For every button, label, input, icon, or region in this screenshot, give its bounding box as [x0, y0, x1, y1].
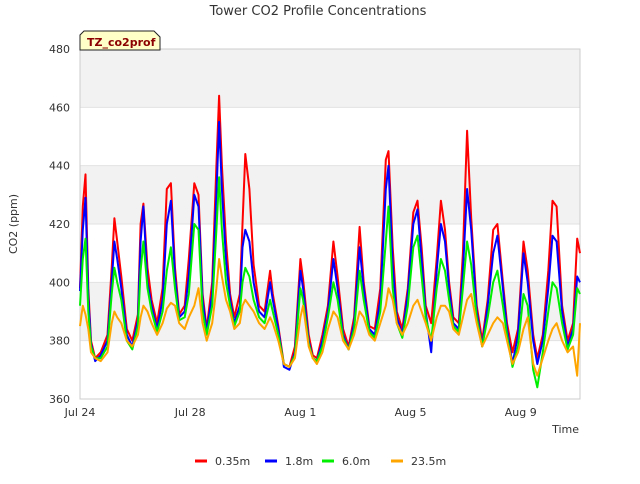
- plot-band: [80, 340, 580, 399]
- y-tick-label: 380: [49, 335, 70, 348]
- x-tick-labels: Jul 24 Jul 28 Aug 1 Aug 5 Aug 9: [64, 406, 537, 419]
- plot-bands: [80, 49, 580, 399]
- x-axis-label: Time: [551, 423, 579, 436]
- chart-title: Tower CO2 Profile Concentrations: [209, 4, 427, 19]
- series-line-23.5m: [79, 258, 581, 377]
- x-tick-label: Aug 9: [505, 406, 537, 419]
- y-tick-label: 400: [49, 276, 70, 289]
- y-axis-label: CO2 (ppm): [7, 194, 20, 254]
- plot-band: [80, 49, 580, 108]
- legend-label: 0.35m: [215, 455, 250, 468]
- site-tag: TZ_co2prof: [79, 30, 161, 51]
- y-tick-label: 360: [49, 393, 70, 406]
- x-tick-label: Aug 1: [284, 406, 316, 419]
- legend-label: 23.5m: [411, 455, 446, 468]
- y-tick-label: 420: [49, 218, 70, 231]
- site-tag-label: TZ_co2prof: [87, 36, 156, 49]
- y-tick-label: 480: [49, 43, 70, 56]
- plot-band: [80, 165, 580, 224]
- x-tick-label: Jul 28: [174, 406, 206, 419]
- y-tick-label: 440: [49, 160, 70, 173]
- y-tick-labels: 360 380 400 420 440 460 480: [49, 43, 70, 406]
- legend-label: 6.0m: [342, 455, 370, 468]
- y-tick-label: 460: [49, 101, 70, 114]
- site-tag-box: [79, 30, 161, 51]
- x-tick-label: Jul 24: [64, 406, 96, 419]
- series-line-0.35m: [79, 94, 581, 368]
- legend-label: 1.8m: [285, 455, 313, 468]
- plot-frame: [79, 48, 581, 400]
- x-tick-label: Aug 5: [395, 406, 427, 419]
- legend: 0.35m 1.8m 6.0m 23.5m: [195, 455, 446, 468]
- plot-band: [80, 107, 580, 166]
- series-layer: [79, 94, 581, 389]
